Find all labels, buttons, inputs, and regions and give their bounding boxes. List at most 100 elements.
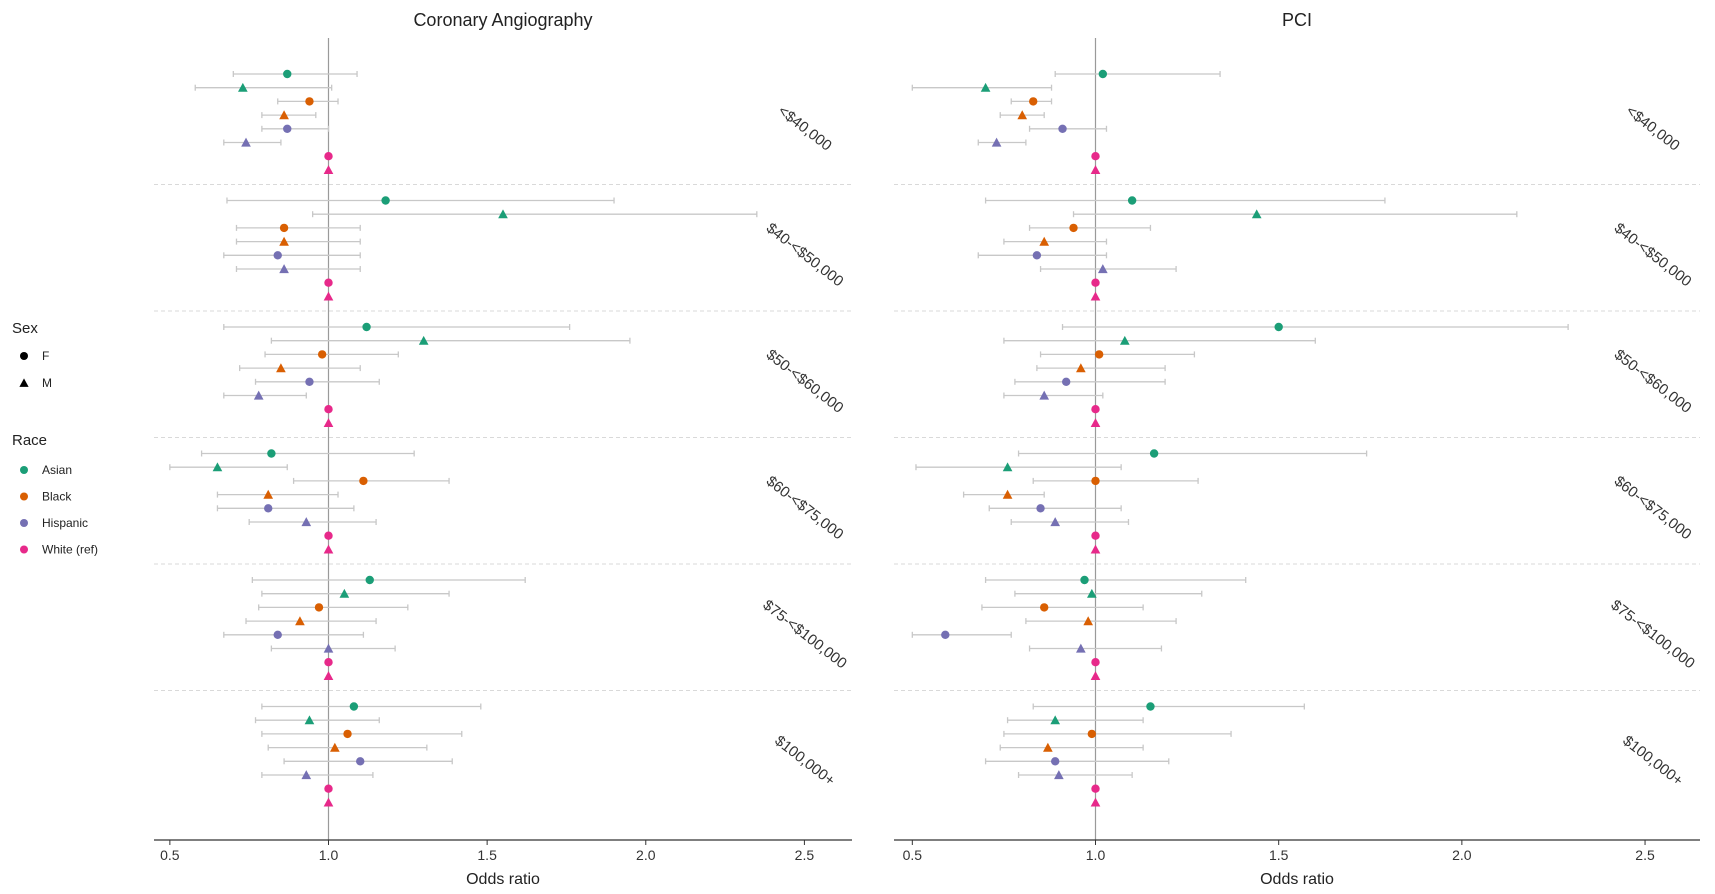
point-black-m bbox=[1083, 616, 1094, 626]
point-hispanic-f bbox=[283, 124, 292, 133]
legend-sex-title: Sex bbox=[12, 320, 38, 337]
group-label: $100,000+ bbox=[1619, 732, 1686, 789]
legend-race-label: Black bbox=[42, 490, 72, 504]
income-group: $100,000+ bbox=[254, 702, 838, 807]
legend-race-label: Asian bbox=[42, 463, 72, 477]
point-white-ref-m bbox=[1090, 544, 1101, 554]
point-black-f bbox=[1087, 729, 1097, 739]
point-hispanic-f bbox=[1032, 251, 1042, 260]
point-asian-f bbox=[1127, 196, 1137, 205]
point-black-f bbox=[317, 350, 327, 359]
point-hispanic-m bbox=[301, 517, 312, 527]
point-white-ref-m bbox=[323, 797, 334, 807]
point-asian-m bbox=[339, 588, 350, 598]
point-asian-m bbox=[212, 462, 223, 472]
legend-swatch-icon bbox=[20, 466, 28, 474]
income-group: $60-<$75,000 bbox=[915, 449, 1695, 554]
point-black-m bbox=[276, 363, 286, 373]
point-asian-f bbox=[381, 196, 390, 205]
point-black-f bbox=[305, 97, 314, 106]
point-hispanic-m bbox=[1050, 517, 1061, 527]
legend-triangle-icon bbox=[19, 378, 29, 387]
point-hispanic-m bbox=[279, 264, 289, 274]
point-black-f bbox=[1069, 223, 1078, 233]
legend-swatch-icon bbox=[20, 545, 28, 554]
point-asian-m bbox=[1251, 209, 1262, 219]
point-hispanic-f bbox=[273, 630, 282, 639]
point-hispanic-f bbox=[264, 504, 273, 513]
panel-pci: PCI 0.5 1.0 1.5 2.0 2.5 Odds ratio <$40,000 $40-… bbox=[894, 10, 1700, 888]
group-label: $40-<$50,000 bbox=[1611, 220, 1695, 291]
point-black-m bbox=[279, 110, 289, 120]
point-asian-f bbox=[349, 702, 359, 711]
point-black-f bbox=[1029, 97, 1038, 106]
point-hispanic-m bbox=[1097, 264, 1108, 274]
x-tick-label: 2.5 bbox=[795, 847, 815, 863]
point-white-ref-f bbox=[324, 405, 333, 414]
legend-race-label: White (ref) bbox=[42, 543, 98, 557]
group-label: $100,000+ bbox=[771, 732, 838, 789]
x-axis-label: Odds ratio bbox=[1260, 871, 1334, 888]
group-label: $60-<$75,000 bbox=[763, 473, 847, 544]
point-white-ref-f bbox=[324, 784, 333, 793]
group-label: $50-<$60,000 bbox=[1611, 346, 1695, 417]
x-tick-label: 1.0 bbox=[1086, 847, 1106, 863]
point-white-ref-m bbox=[1090, 671, 1101, 681]
panel-title: PCI bbox=[1282, 10, 1312, 30]
point-hispanic-m bbox=[1054, 770, 1064, 780]
point-black-m bbox=[263, 489, 274, 499]
point-hispanic-m bbox=[991, 137, 1002, 147]
x-tick-label: 1.0 bbox=[319, 847, 339, 863]
point-white-ref-f bbox=[324, 531, 333, 540]
point-black-f bbox=[343, 729, 352, 739]
point-white-ref-f bbox=[1091, 531, 1100, 540]
point-white-ref-m bbox=[323, 165, 334, 175]
income-group: $50-<$60,000 bbox=[223, 322, 847, 428]
point-asian-f bbox=[1098, 69, 1108, 79]
point-asian-m bbox=[238, 82, 248, 92]
income-group: $60-<$75,000 bbox=[169, 449, 847, 554]
point-white-ref-f bbox=[324, 278, 333, 287]
income-group: $75-<$100,000 bbox=[911, 575, 1698, 681]
point-white-ref-m bbox=[323, 418, 334, 428]
point-white-ref-m bbox=[1090, 165, 1101, 175]
point-hispanic-f bbox=[1036, 504, 1045, 513]
x-tick-label: 2.5 bbox=[1635, 847, 1655, 863]
point-hispanic-m bbox=[301, 770, 312, 780]
x-axis-label: Odds ratio bbox=[466, 871, 540, 888]
legend-sex-label: F bbox=[42, 349, 49, 363]
point-hispanic-m bbox=[1039, 390, 1050, 400]
point-white-ref-f bbox=[1091, 405, 1100, 414]
point-black-m bbox=[330, 742, 340, 752]
point-asian-f bbox=[1146, 702, 1155, 711]
point-hispanic-m bbox=[323, 643, 334, 653]
point-black-f bbox=[1040, 603, 1049, 612]
point-black-f bbox=[1091, 476, 1100, 486]
income-group: $50-<$60,000 bbox=[1003, 322, 1695, 428]
point-white-ref-f bbox=[1091, 152, 1100, 161]
legend-race-title: Race bbox=[12, 432, 47, 449]
income-group: $40-<$50,000 bbox=[223, 196, 847, 301]
point-asian-m bbox=[1087, 588, 1097, 598]
group-label: $40-<$50,000 bbox=[763, 220, 847, 291]
point-white-ref-m bbox=[323, 544, 334, 554]
legend-swatch-icon bbox=[20, 492, 28, 501]
point-hispanic-f bbox=[1051, 757, 1060, 766]
point-white-ref-f bbox=[1091, 278, 1100, 287]
point-asian-f bbox=[267, 449, 276, 458]
point-hispanic-f bbox=[1058, 124, 1067, 133]
point-asian-f bbox=[1274, 322, 1283, 332]
x-tick-label: 1.5 bbox=[1269, 847, 1289, 863]
group-label: $75-<$100,000 bbox=[760, 597, 850, 673]
point-white-ref-m bbox=[1090, 418, 1101, 428]
point-asian-m bbox=[1002, 462, 1013, 472]
legend-sex-label: M bbox=[42, 376, 52, 390]
point-asian-f bbox=[365, 575, 374, 585]
point-hispanic-f bbox=[273, 251, 282, 260]
group-label: $50-<$60,000 bbox=[763, 346, 847, 417]
legend: Sex FM Race Asian Black Hispanic White (ref) bbox=[12, 320, 98, 557]
panel-coronary-angiography: Coronary Angiography 0.5 1.0 1.5 2.0 2.5 Odds … bbox=[154, 10, 852, 888]
legend-circle-icon bbox=[20, 352, 28, 360]
point-white-ref-m bbox=[323, 671, 334, 681]
